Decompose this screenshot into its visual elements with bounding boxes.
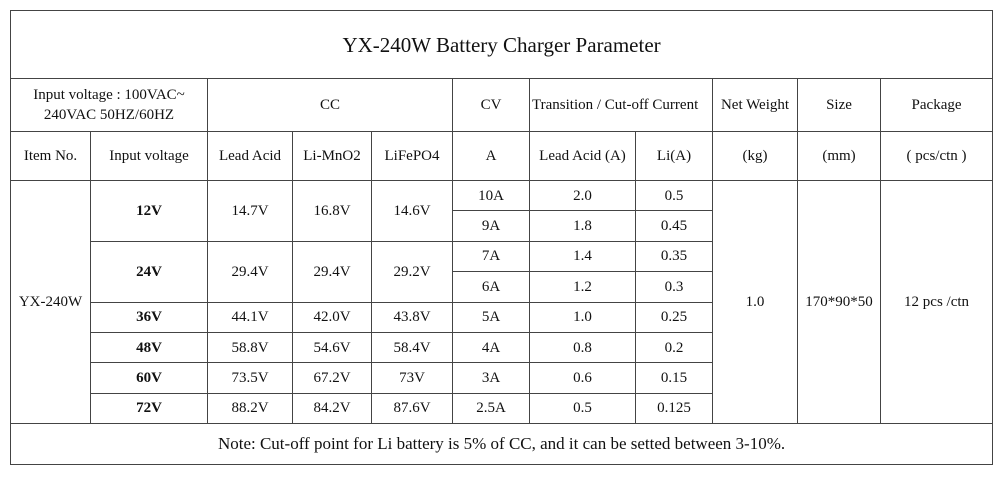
table-cell: 58.4V <box>371 331 453 364</box>
table-cell: 60V <box>90 362 208 394</box>
header-cell: CV <box>452 78 530 132</box>
table-cell: 9A <box>452 210 530 242</box>
table-cell: 73.5V <box>207 362 293 394</box>
table-cell: 12 pcs /ctn <box>879 179 994 425</box>
header-cell: (mm) <box>797 131 881 181</box>
table-title: YX-240W Battery Charger Parameter <box>9 10 994 79</box>
table-cell: 0.45 <box>635 210 713 242</box>
header-cell: Size <box>797 78 881 132</box>
note: Note: Cut-off point for Li battery is 5%… <box>9 423 994 466</box>
table-row: 9A 1.8 0.45 <box>11 210 993 242</box>
table-cell: 1.4 <box>529 240 636 273</box>
parameter-table: YX-240W Battery Charger Parameter Input v… <box>9 10 994 466</box>
table-cell: 0.3 <box>635 271 713 303</box>
table-cell: 3A <box>452 362 530 394</box>
table-cell: 0.5 <box>529 392 636 425</box>
table-cell: 0.125 <box>635 392 713 425</box>
table-cell: 43.8V <box>371 301 453 333</box>
table-cell: 16.8V <box>292 180 372 242</box>
table-cell: 29.4V <box>292 240 372 303</box>
table-cell: 54.6V <box>292 331 372 364</box>
table-row: YX-240W Battery Charger Parameter <box>9 10 994 79</box>
table-cell: 5A <box>452 301 530 333</box>
table-cell: 1.2 <box>529 271 636 303</box>
table-cell: 14.7V <box>207 180 293 242</box>
table-cell: 88.2V <box>207 392 293 425</box>
table-cell: 84.2V <box>292 392 372 425</box>
table-cell: 0.15 <box>635 362 713 394</box>
header-cell: A <box>452 131 530 181</box>
header-cell: LiFePO4 <box>371 131 453 181</box>
header-cell: Li(A) <box>635 131 713 181</box>
table-row: Item No. Input voltage Lead Acid Li-MnO2 LiF… <box>10 131 994 181</box>
table-cell: 1.0 <box>529 301 636 333</box>
table-cell: 12V <box>90 180 208 242</box>
table-cell: YX-240W <box>10 179 91 425</box>
header-cell: Li-MnO2 <box>292 131 372 181</box>
header-cell: Transition / Cut-off Current <box>529 78 713 132</box>
table-cell: 1.0 <box>712 179 798 425</box>
header-cell: CC <box>207 78 453 132</box>
table-row: 24V 29.4V 29.4V 29.2V 7A 1.4 0.35 <box>11 240 993 303</box>
table-row: 36V 44.1V 42.0V 43.8V 5A 1.0 0.25 <box>11 301 993 333</box>
header-cell: (kg) <box>712 131 798 181</box>
table-cell: 7A <box>452 240 530 273</box>
header-cell: Input voltage : 100VAC~ 240VAC 50HZ/60HZ <box>10 78 208 132</box>
table-cell: 0.2 <box>635 331 713 364</box>
table-cell: 1.8 <box>529 210 636 242</box>
table-cell: 24V <box>90 240 208 303</box>
header-cell: Lead Acid (A) <box>529 131 636 181</box>
header-cell: Item No. <box>10 131 91 181</box>
table-row: Input voltage : 100VAC~ 240VAC 50HZ/60HZ… <box>10 78 994 132</box>
table-cell: 73V <box>371 362 453 394</box>
table-cell: 2.0 <box>529 179 636 212</box>
table-row: 60V 73.5V 67.2V 73V 3A 0.6 0.15 <box>11 362 993 394</box>
table-cell: 72V <box>90 392 208 425</box>
header-cell: Net Weight <box>712 78 798 132</box>
table-cell: 36V <box>90 301 208 333</box>
table-cell: 0.8 <box>529 331 636 364</box>
table-cell: 14.6V <box>371 180 453 242</box>
header-cell: Package <box>879 78 994 132</box>
table-cell: 170*90*50 <box>797 179 881 425</box>
header-cell: Input voltage <box>90 131 208 181</box>
header-cell: Lead Acid <box>207 131 293 181</box>
table-cell: 87.6V <box>371 392 453 425</box>
table-cell: 2.5A <box>452 392 530 425</box>
table-cell: 0.35 <box>635 240 713 273</box>
table-cell: 6A <box>452 271 530 303</box>
table-cell: 0.5 <box>635 179 713 212</box>
table-cell: 4A <box>452 331 530 364</box>
table-wrap: YX-240W Battery Charger Parameter Input v… <box>9 10 994 466</box>
table-row: 6A 1.2 0.3 <box>11 271 993 303</box>
table-cell: 29.4V <box>207 240 293 303</box>
table-cell: 0.6 <box>529 362 636 394</box>
header-cell: ( pcs/ctn ) <box>879 131 994 181</box>
table-row: Note: Cut-off point for Li battery is 5%… <box>9 423 994 466</box>
table-cell: 10A <box>452 179 530 212</box>
table-cell: 0.25 <box>635 301 713 333</box>
table-cell: 48V <box>90 331 208 364</box>
table-cell: 29.2V <box>371 240 453 303</box>
table-cell: 67.2V <box>292 362 372 394</box>
table-cell: 58.8V <box>207 331 293 364</box>
table-row: YX-240W 12V 14.7V 16.8V 14.6V 10A 2.0 0.5 1.0 170… <box>10 179 994 425</box>
table-row: 48V 58.8V 54.6V 58.4V 4A 0.8 0.2 <box>11 331 993 364</box>
table-cell: 42.0V <box>292 301 372 333</box>
table-cell: 44.1V <box>207 301 293 333</box>
table-row: 72V 88.2V 84.2V 87.6V 2.5A 0.5 0.125 <box>11 392 993 425</box>
